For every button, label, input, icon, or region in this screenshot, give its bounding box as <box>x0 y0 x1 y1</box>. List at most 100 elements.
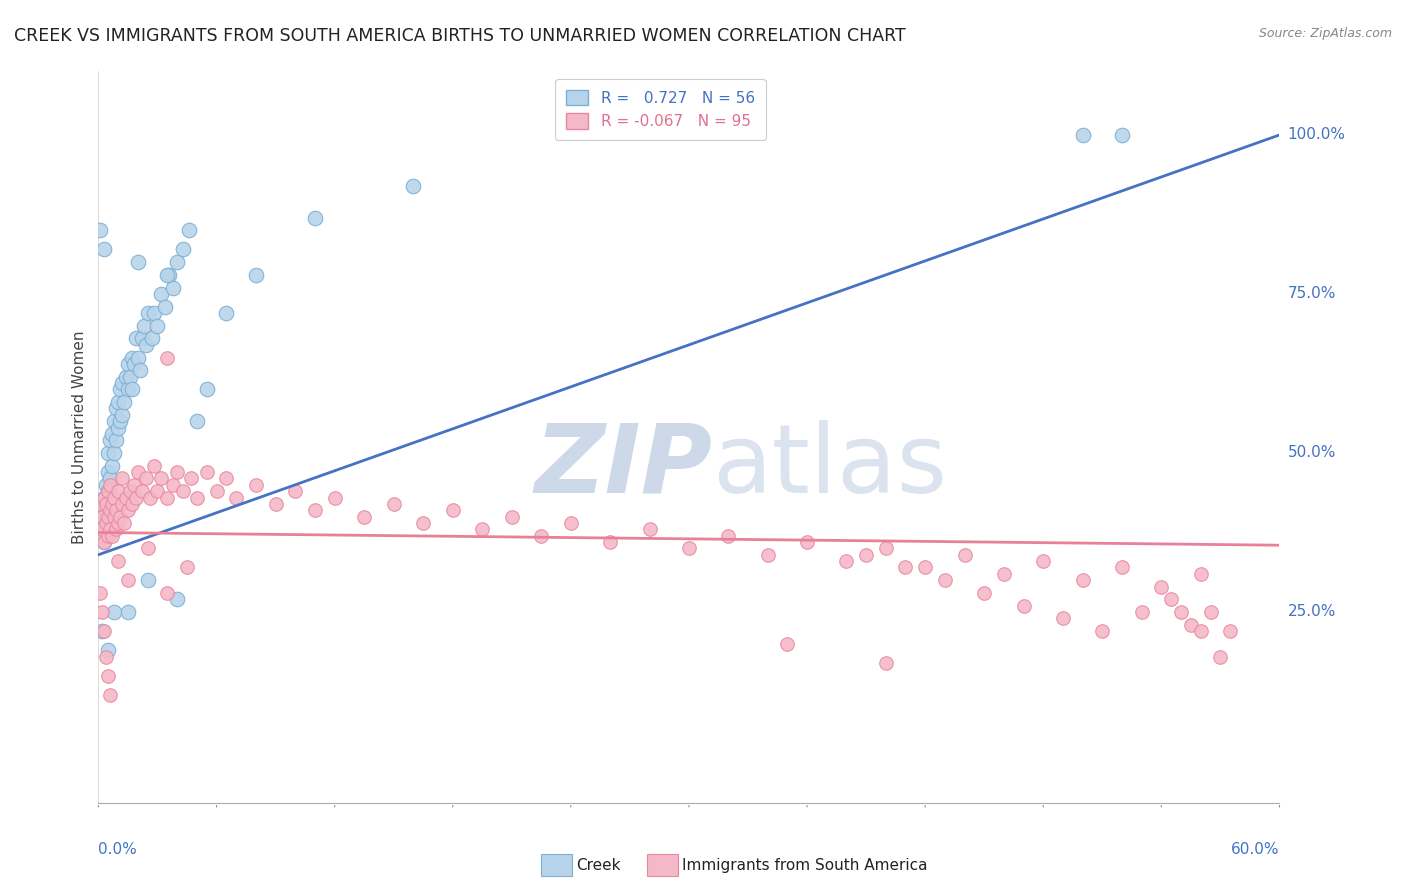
Point <box>141 331 163 345</box>
Point <box>138 491 160 505</box>
Point <box>1071 128 1094 142</box>
Point <box>186 491 208 505</box>
Point <box>107 420 129 434</box>
Point <box>111 471 134 485</box>
Point <box>122 477 145 491</box>
Point <box>93 243 115 257</box>
Point <box>402 178 425 193</box>
Point <box>107 516 129 530</box>
Point <box>97 484 120 499</box>
Point <box>501 509 523 524</box>
Point <box>205 484 228 499</box>
Point <box>89 529 111 543</box>
Text: 75.0%: 75.0% <box>1288 286 1336 301</box>
Point <box>91 509 114 524</box>
Point <box>111 497 134 511</box>
Point <box>89 529 111 543</box>
Point <box>599 535 621 549</box>
Point <box>176 560 198 574</box>
Text: ZIP: ZIP <box>534 420 713 513</box>
Point <box>91 522 114 536</box>
Point <box>115 491 138 505</box>
Point <box>1111 560 1133 574</box>
Point <box>96 649 118 664</box>
Point <box>101 529 124 543</box>
Point <box>117 357 139 371</box>
Point <box>1189 624 1212 638</box>
Point <box>101 426 124 441</box>
Point <box>1012 599 1035 613</box>
Point <box>1219 624 1241 638</box>
Text: 25.0%: 25.0% <box>1288 605 1336 619</box>
Point <box>108 414 131 428</box>
Point <box>441 503 464 517</box>
Point <box>1170 605 1192 619</box>
Point <box>97 529 120 543</box>
Point <box>875 541 897 556</box>
Point <box>112 516 135 530</box>
Point <box>89 509 111 524</box>
Point <box>1160 592 1182 607</box>
Point <box>172 243 194 257</box>
Point <box>91 497 114 511</box>
Point <box>96 516 118 530</box>
Point <box>195 465 218 479</box>
Point <box>796 535 818 549</box>
Point <box>98 471 121 485</box>
Point <box>97 509 120 524</box>
Point <box>136 306 159 320</box>
Point <box>1111 128 1133 142</box>
Point <box>162 477 184 491</box>
Point <box>127 465 149 479</box>
Point <box>105 434 128 448</box>
Point <box>156 268 179 282</box>
Point <box>103 491 125 505</box>
Point <box>953 548 976 562</box>
Point <box>156 491 179 505</box>
Point <box>103 605 125 619</box>
Point <box>245 268 267 282</box>
Point <box>412 516 434 530</box>
Point <box>131 331 153 345</box>
Text: CREEK VS IMMIGRANTS FROM SOUTH AMERICA BIRTHS TO UNMARRIED WOMEN CORRELATION CHA: CREEK VS IMMIGRANTS FROM SOUTH AMERICA B… <box>14 27 905 45</box>
Point <box>156 351 179 365</box>
Point <box>111 376 134 390</box>
Point <box>162 280 184 294</box>
Point <box>93 491 115 505</box>
Point <box>97 446 120 460</box>
Text: 50.0%: 50.0% <box>1288 445 1336 460</box>
Point <box>1071 573 1094 587</box>
Point <box>894 560 917 574</box>
Point <box>382 497 405 511</box>
Point <box>105 503 128 517</box>
Point <box>560 516 582 530</box>
Point <box>96 497 118 511</box>
Point <box>973 586 995 600</box>
Point <box>136 541 159 556</box>
Point <box>875 656 897 670</box>
Point <box>103 446 125 460</box>
Point <box>93 491 115 505</box>
Point <box>135 338 157 352</box>
Point <box>353 509 375 524</box>
Point <box>215 306 238 320</box>
Point <box>127 255 149 269</box>
Legend: R =   0.727   N = 56, R = -0.067   N = 95: R = 0.727 N = 56, R = -0.067 N = 95 <box>555 79 765 140</box>
Point <box>835 554 858 568</box>
Point <box>98 503 121 517</box>
Point <box>146 318 169 333</box>
Point <box>304 503 326 517</box>
Point <box>122 357 145 371</box>
Point <box>111 408 134 422</box>
Point <box>115 369 138 384</box>
Point <box>103 414 125 428</box>
Point <box>105 401 128 416</box>
Point <box>121 351 143 365</box>
Point <box>717 529 740 543</box>
Point <box>97 484 120 499</box>
Point <box>1032 554 1054 568</box>
Point <box>98 434 121 448</box>
Point <box>89 223 111 237</box>
Point <box>150 287 173 301</box>
Point <box>180 471 202 485</box>
